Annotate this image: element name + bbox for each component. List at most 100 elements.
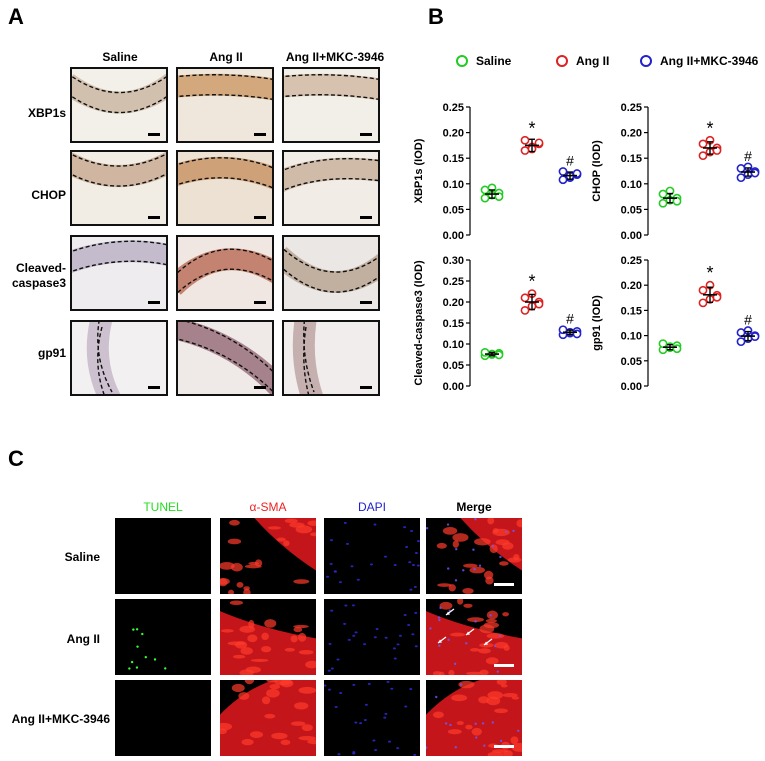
ihc-micrograph [70,150,168,226]
data-point [750,168,760,178]
legend-item-saline: Saline [456,54,511,68]
data-point [480,193,490,203]
xbp1s-scatter-chart: XBP1s (IOD) 0.00 0.05 0.10 0.15 0.20 0.25 * # [413,102,582,242]
y-tick-label: 0.15 [621,305,642,317]
col-header-ang-ii: Ang II [209,50,243,64]
scale-bar [494,664,514,667]
y-tick-label: 0.25 [621,102,642,114]
significance-marker: * [528,272,535,292]
scale-bar [494,745,514,748]
fluorescence-image [426,599,522,675]
significance-marker: # [566,153,574,169]
y-tick-label: 0.15 [621,153,642,165]
data-point [480,348,490,357]
y-tick-label: 0.25 [443,276,464,288]
y-tick-label: 0.10 [443,179,464,191]
fluorescence-image [220,518,316,594]
fluorescence-image [426,680,522,756]
col-header-alpha-sma: α-SMA [249,500,287,514]
y-axis-label: XBP1s (IOD) [413,138,425,203]
arrow-icon [465,628,475,636]
y-tick-label: 0.20 [443,128,464,140]
data-point [520,306,530,315]
fluorescence-image [115,518,211,594]
y-tick-label: 0.00 [621,230,642,242]
legend-label: Ang II [576,54,610,68]
legend-item-ang-ii-mkc: Ang II+MKC-3946 [640,54,758,68]
chop-scatter-chart: CHOP (IOD) 0.00 0.05 0.10 0.15 0.20 0.25 * # [591,102,760,242]
scale-bar [360,216,372,219]
fluorescence-image [426,518,522,594]
scale-bar [254,301,266,304]
col-header-tunel: TUNEL [143,500,183,514]
data-point [736,328,746,337]
significance-marker: * [706,263,713,283]
scale-bar [254,386,266,389]
data-point [736,164,746,173]
data-point [558,175,568,185]
fluorescence-image [220,599,316,675]
fluorescence-image [324,518,420,594]
y-tick-label: 0.10 [443,339,464,351]
ihc-micrograph [176,235,274,311]
y-tick-label: 0.05 [621,356,642,368]
col-header-ang-ii-mkc: Ang II+MKC-3946 [285,50,385,64]
data-point [520,135,530,145]
significance-marker: * [528,118,535,138]
arrow-icon [483,638,493,646]
scale-bar [148,133,160,136]
y-tick-label: 0.00 [443,381,464,393]
ihc-micrograph [176,320,274,396]
data-point [698,151,708,161]
scale-bar [148,386,160,389]
scale-bar [360,301,372,304]
y-tick-label: 0.15 [443,318,464,330]
ihc-micrograph [282,67,380,143]
ihc-micrograph [70,235,168,311]
y-tick-label: 0.05 [443,360,464,372]
y-tick-label: 0.20 [443,297,464,309]
scale-bar [360,386,372,389]
ihc-micrograph [282,320,380,396]
data-point [572,329,582,339]
data-point [494,350,504,360]
col-header-dapi: DAPI [357,500,386,514]
data-point [698,298,708,308]
y-tick-label: 0.20 [621,280,642,292]
ihc-micrograph [282,150,380,226]
y-tick-label: 0.05 [621,204,642,216]
y-tick-label: 0.30 [443,255,464,267]
fluorescence-image [324,599,420,675]
data-point [520,146,530,155]
data-point [698,285,708,295]
legend-marker-ang-ii [556,55,568,67]
data-point [698,139,708,149]
row-header-c-ang-ii-mkc: Ang II+MKC-3946 [11,712,110,726]
cleaved-caspase3-scatter-chart: Cleaved-caspase3 (IOD) 0.00 0.05 0.10 0.15 0.… [413,255,582,393]
col-header-merge: Merge [456,500,492,514]
fluorescence-image [115,680,211,756]
row-header-c-ang-ii: Ang II [66,632,100,646]
data-point [558,167,568,176]
legend-marker-ang-ii-mkc [640,55,652,67]
data-point [658,339,668,349]
col-header-saline: Saline [102,50,138,64]
ihc-micrograph [70,320,168,396]
scale-bar [148,301,160,304]
significance-marker: # [566,311,574,327]
data-point [658,198,668,208]
significance-marker: * [706,118,713,138]
row-header-chop: CHOP [31,188,66,202]
significance-marker: # [744,148,752,164]
y-tick-label: 0.20 [621,128,642,140]
ihc-micrograph [176,67,274,143]
row-header-c-saline: Saline [64,550,100,564]
scale-bar [148,216,160,219]
panel-label-c: C [8,446,24,471]
y-axis-label: gp91 (IOD) [591,295,603,351]
gp91-scatter-chart: gp91 (IOD) 0.00 0.05 0.10 0.15 0.20 0.25 * # [591,255,760,393]
data-point [658,189,668,199]
legend-marker-saline [456,55,468,67]
fluorescence-image [324,680,420,756]
y-tick-label: 0.25 [621,255,642,267]
